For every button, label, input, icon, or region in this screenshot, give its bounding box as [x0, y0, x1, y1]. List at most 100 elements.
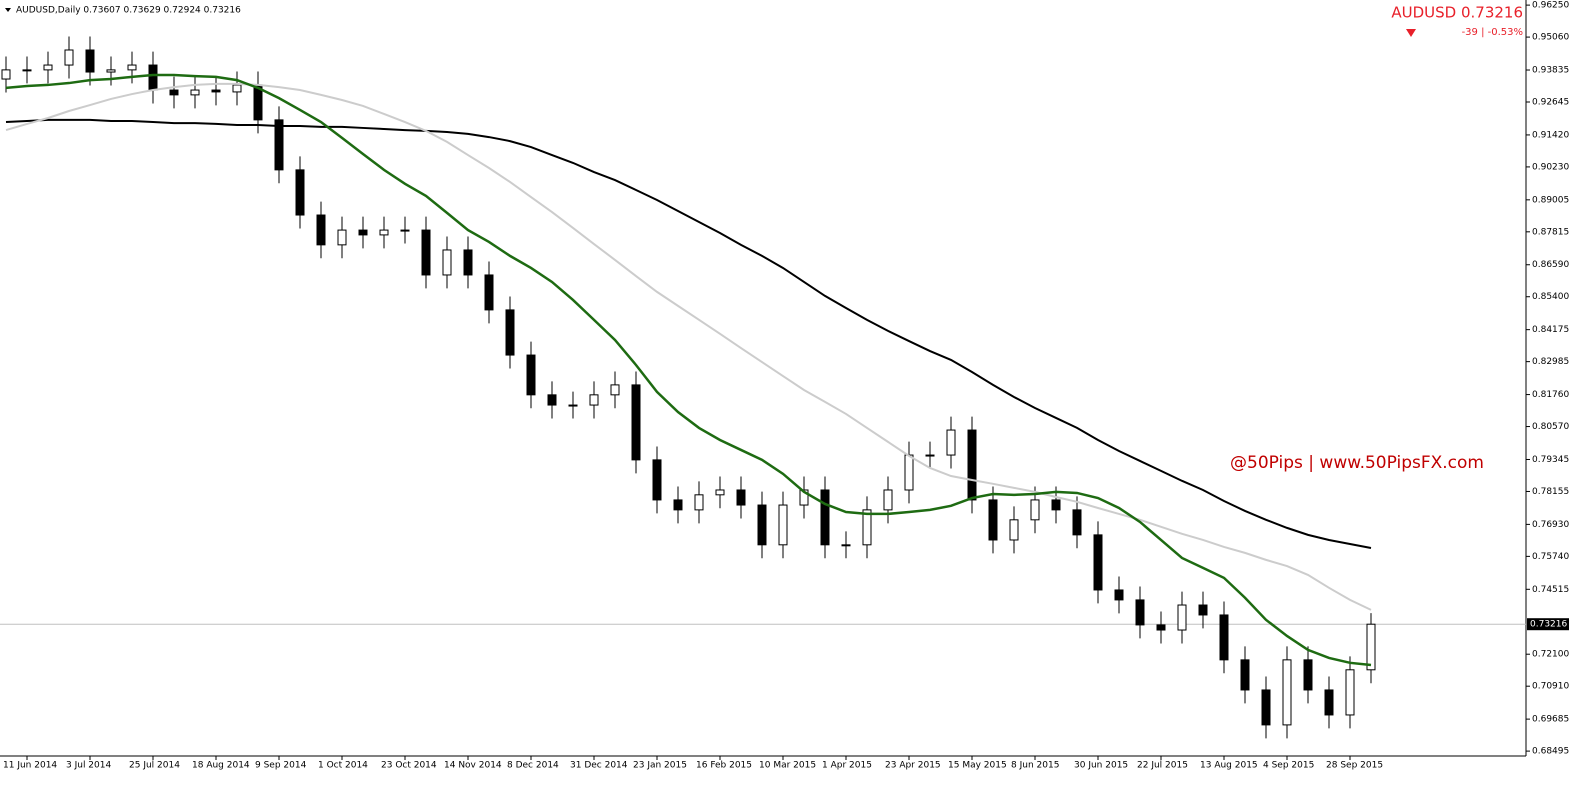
candle-body — [946, 429, 956, 456]
candle-body — [85, 49, 95, 73]
x-tick-label: 1 Oct 2014 — [318, 761, 368, 771]
candle-body — [883, 489, 893, 511]
candle-body — [127, 64, 137, 71]
candle-body — [1282, 659, 1292, 726]
candle-body — [190, 89, 200, 96]
x-tick-label: 8 Dec 2014 — [507, 761, 559, 771]
x-tick-label: 10 Mar 2015 — [759, 761, 816, 771]
down-arrow — [1406, 29, 1416, 37]
collapse-icon — [5, 8, 11, 12]
candle-body — [610, 384, 620, 396]
candle-body — [820, 489, 830, 546]
candle-body — [967, 429, 977, 501]
candle-body — [652, 459, 662, 501]
y-tick-label: 0.74515 — [1532, 585, 1569, 595]
candle-body — [736, 489, 746, 506]
candle-body — [778, 504, 788, 546]
candle-body — [1261, 689, 1271, 726]
y-tick-label: 0.95060 — [1532, 33, 1569, 43]
candle-body — [547, 394, 557, 406]
candle-body — [316, 214, 326, 246]
x-tick-label: 11 Jun 2014 — [3, 761, 57, 771]
x-tick-label: 15 May 2015 — [948, 761, 1007, 771]
y-tick-label: 0.68495 — [1532, 747, 1569, 757]
candle-body — [64, 49, 74, 66]
y-tick-label: 0.85400 — [1532, 292, 1569, 302]
y-tick-label: 0.82985 — [1532, 357, 1569, 367]
candle-body — [1, 69, 11, 80]
candle-body — [379, 229, 389, 236]
candle-body — [841, 544, 851, 547]
y-tick-label: 0.87815 — [1532, 227, 1569, 237]
y-tick-label: 0.90230 — [1532, 162, 1569, 172]
current-price-label: 0.73216 — [1530, 620, 1567, 630]
x-tick-label: 23 Jan 2015 — [633, 761, 687, 771]
candle-body — [232, 84, 242, 93]
x-tick-label: 23 Apr 2015 — [885, 761, 941, 771]
candle-body — [1156, 624, 1166, 631]
candle-body — [1240, 659, 1250, 691]
candle-body — [106, 69, 116, 73]
y-tick-label: 0.69685 — [1532, 715, 1569, 725]
candle-body — [400, 229, 410, 232]
y-tick-label: 0.91420 — [1532, 130, 1569, 140]
candle-body — [484, 274, 494, 311]
y-tick-label: 0.72100 — [1532, 650, 1569, 660]
candle-body — [925, 454, 935, 457]
y-tick-label: 0.80570 — [1532, 422, 1569, 432]
y-tick-label: 0.89005 — [1532, 195, 1569, 205]
candle-body — [1198, 604, 1208, 616]
symbol-price: AUDUSD 0.73216 — [1391, 4, 1523, 22]
x-tick-label: 8 Jun 2015 — [1011, 761, 1059, 771]
candle-body — [757, 504, 767, 546]
x-tick-label: 31 Dec 2014 — [570, 761, 628, 771]
candle-body — [148, 64, 158, 91]
x-tick-label: 18 Aug 2014 — [192, 761, 250, 771]
candle-body — [337, 229, 347, 246]
candle-body — [1051, 499, 1061, 511]
candle-body — [1366, 623, 1376, 671]
x-tick-label: 22 Jul 2015 — [1137, 761, 1188, 771]
x-tick-label: 9 Sep 2014 — [255, 761, 307, 771]
y-tick-label: 0.76930 — [1532, 520, 1569, 530]
y-tick-label: 0.75740 — [1532, 552, 1569, 562]
candle-body — [904, 454, 914, 491]
candle-body — [1093, 534, 1103, 591]
candle-body — [274, 119, 284, 171]
price-change: -39 | -0.53% — [1462, 27, 1523, 38]
candle-body — [1114, 589, 1124, 601]
candle-body — [694, 494, 704, 511]
y-tick-label: 0.92645 — [1532, 98, 1569, 108]
candle-body — [22, 69, 32, 72]
candle-body — [358, 229, 368, 236]
candle-body — [862, 509, 872, 546]
x-tick-label: 1 Apr 2015 — [822, 761, 872, 771]
x-tick-label: 23 Oct 2014 — [381, 761, 437, 771]
candle-body — [715, 489, 725, 496]
candle-body — [211, 89, 221, 93]
candle-body — [421, 229, 431, 276]
current-price-box — [1527, 618, 1569, 631]
candle-body — [505, 309, 515, 356]
candle-body — [799, 489, 809, 506]
moving-average — [5, 82, 1372, 611]
y-tick-label: 0.78155 — [1532, 487, 1569, 497]
moving-average — [5, 73, 1372, 667]
watermark: @50Pips | www.50PipsFX.com — [1230, 453, 1484, 473]
moving-average — [5, 118, 1372, 550]
candle-body — [1177, 604, 1187, 631]
candle-body — [1345, 669, 1355, 716]
candle-body — [442, 249, 452, 276]
y-tick-label: 0.70910 — [1532, 682, 1569, 692]
candle-body — [1303, 659, 1313, 691]
candle-body — [1324, 689, 1334, 716]
candle-body — [526, 354, 536, 396]
candle-body — [1219, 614, 1229, 661]
x-tick-label: 13 Aug 2015 — [1200, 761, 1258, 771]
x-tick-label: 28 Sep 2015 — [1326, 761, 1383, 771]
candle-body — [631, 384, 641, 461]
candle-body — [463, 249, 473, 276]
candle-body — [43, 64, 53, 71]
candle-body — [1072, 509, 1082, 536]
